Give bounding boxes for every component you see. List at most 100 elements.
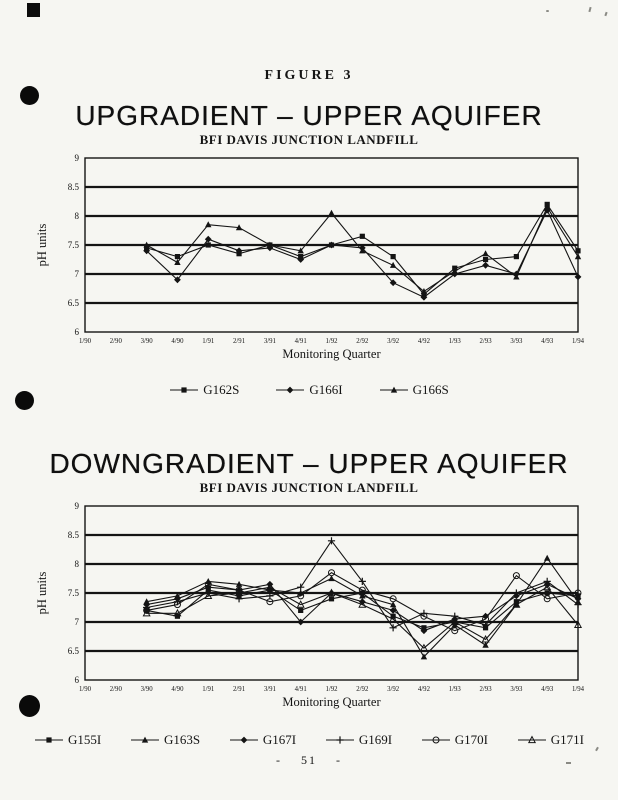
legend-label: G171I: [550, 732, 584, 747]
svg-text:7.5: 7.5: [68, 588, 80, 598]
legend-label: G166I: [309, 382, 343, 397]
page-number: - 51 -: [276, 753, 342, 767]
legend-item-g155i: G155I: [34, 732, 101, 748]
svg-text:3/92: 3/92: [387, 338, 400, 345]
upgradient-chart-canvas: 6 6.5 7 7.5 8 8.5 9 1/90 2/90 3/90 4/90 1/91 2/91 3/9…: [35, 153, 585, 361]
svg-text:6.5: 6.5: [68, 646, 80, 656]
svg-text:6.5: 6.5: [68, 298, 80, 308]
scan-artifact: [595, 746, 599, 752]
legend-label: G169I: [358, 732, 393, 747]
scan-artifact: [546, 10, 549, 12]
svg-text:2/92: 2/92: [356, 686, 369, 693]
svg-text:3/91: 3/91: [264, 686, 276, 693]
legend-label: G167I: [262, 732, 297, 747]
legend-item-g167i: G167I: [229, 732, 296, 748]
svg-text:3/90: 3/90: [141, 686, 154, 693]
svg-text:6: 6: [75, 675, 80, 685]
scan-corner-mark: [27, 3, 40, 17]
downgradient-chart-section: DOWNGRADIENT – UPPER AQUIFER BFI DAVIS J…: [30, 448, 588, 748]
svg-text:4/92: 4/92: [418, 338, 431, 345]
svg-text:1/92: 1/92: [325, 686, 338, 693]
figure-label: FIGURE 3: [264, 68, 354, 83]
svg-text:4/93: 4/93: [541, 338, 554, 345]
downgradient-chart-legend: G155I G163S G167I G169I G170I G171I: [30, 732, 588, 748]
legend-label: G163S: [163, 732, 201, 747]
svg-text:8.5: 8.5: [68, 182, 80, 192]
svg-text:9: 9: [75, 501, 80, 511]
downgradient-chart-title: DOWNGRADIENT – UPPER AQUIFER: [49, 448, 569, 479]
punch-hole-top: [20, 86, 39, 105]
svg-text:2/91: 2/91: [233, 686, 245, 693]
svg-text:1/92: 1/92: [325, 338, 338, 345]
svg-text:3/91: 3/91: [264, 338, 276, 345]
legend-item-g162s: G162S: [169, 382, 239, 398]
svg-text:2/93: 2/93: [480, 686, 493, 693]
plus-marker-icon: [325, 736, 354, 744]
punch-hole-bottom: [19, 695, 40, 717]
svg-text:7.5: 7.5: [68, 240, 80, 250]
punch-hole-middle: [15, 391, 34, 410]
svg-text:3/90: 3/90: [141, 338, 154, 345]
upgradient-chart-title: UPGRADIENT – UPPER AQUIFER: [75, 100, 543, 131]
svg-text:2/91: 2/91: [233, 338, 245, 345]
diamond-marker-icon: [276, 386, 305, 394]
upgradient-chart-legend: G162S G166I G166S: [30, 382, 588, 398]
svg-text:4/92: 4/92: [418, 686, 431, 693]
upgradient-chart-subtitle: BFI DAVIS JUNCTION LANDFILL: [199, 132, 419, 147]
legend-item-g171i: G171I: [517, 732, 584, 748]
svg-text:1/94: 1/94: [572, 338, 585, 345]
svg-text:3/93: 3/93: [510, 338, 523, 345]
square-marker-icon: [170, 387, 199, 393]
svg-text:1/94: 1/94: [572, 686, 585, 693]
scan-artifact: [604, 11, 608, 17]
downgradient-chart-subtitle: BFI DAVIS JUNCTION LANDFILL: [199, 480, 419, 495]
tri-up-marker-icon: [379, 386, 408, 393]
svg-text:3/92: 3/92: [387, 686, 400, 693]
svg-text:2/90: 2/90: [110, 338, 123, 345]
svg-text:1/90: 1/90: [79, 686, 92, 693]
svg-text:3/93: 3/93: [510, 686, 523, 693]
legend-item-g166i: G166I: [275, 382, 343, 398]
svg-text:4/91: 4/91: [295, 338, 307, 345]
svg-text:8.5: 8.5: [68, 530, 80, 540]
downgradient-chart-canvas: 6 6.5 7 7.5 8 8.5 9 1/90 2/90 3/90 4/90 1/91 2/91 3/9…: [35, 501, 585, 709]
svg-text:2/93: 2/93: [480, 338, 493, 345]
square-marker-icon: [35, 737, 63, 743]
svg-text:Monitoring Quarter: Monitoring Quarter: [282, 347, 381, 361]
svg-text:2/92: 2/92: [356, 338, 369, 345]
svg-text:7: 7: [75, 617, 80, 627]
svg-text:1/93: 1/93: [449, 686, 462, 693]
svg-text:pH units: pH units: [35, 224, 49, 267]
legend-label: G170I: [454, 732, 488, 747]
scan-artifact: [566, 762, 571, 764]
legend-item-g170i: G170I: [421, 732, 488, 748]
tri-up-marker-icon: [130, 736, 159, 743]
svg-text:6: 6: [75, 327, 80, 337]
svg-text:8: 8: [75, 559, 80, 569]
legend-item-g169i: G169I: [325, 732, 392, 748]
diamond-marker-icon: [229, 736, 258, 744]
svg-text:pH units: pH units: [35, 572, 49, 615]
legend-item-g166s: G166S: [379, 382, 449, 398]
legend-item-g163s: G163S: [130, 732, 200, 748]
svg-text:9: 9: [75, 153, 80, 163]
upgradient-chart-section: UPGRADIENT – UPPER AQUIFER BFI DAVIS JUN…: [30, 100, 588, 398]
svg-text:7: 7: [75, 269, 80, 279]
circle-open-marker-icon: [421, 736, 450, 744]
svg-text:1/93: 1/93: [449, 338, 462, 345]
legend-label: G155I: [68, 732, 102, 747]
legend-label: G162S: [203, 382, 240, 397]
tri-open-marker-icon: [517, 735, 546, 744]
svg-text:1/91: 1/91: [202, 338, 214, 345]
svg-text:1/91: 1/91: [202, 686, 214, 693]
svg-text:4/90: 4/90: [171, 338, 184, 345]
legend-label: G166S: [412, 382, 449, 397]
svg-text:4/91: 4/91: [295, 686, 307, 693]
svg-text:2/90: 2/90: [110, 686, 123, 693]
svg-text:1/90: 1/90: [79, 338, 92, 345]
svg-text:8: 8: [75, 211, 80, 221]
svg-text:4/90: 4/90: [171, 686, 184, 693]
scan-artifact: [588, 6, 592, 13]
svg-text:4/93: 4/93: [541, 686, 554, 693]
